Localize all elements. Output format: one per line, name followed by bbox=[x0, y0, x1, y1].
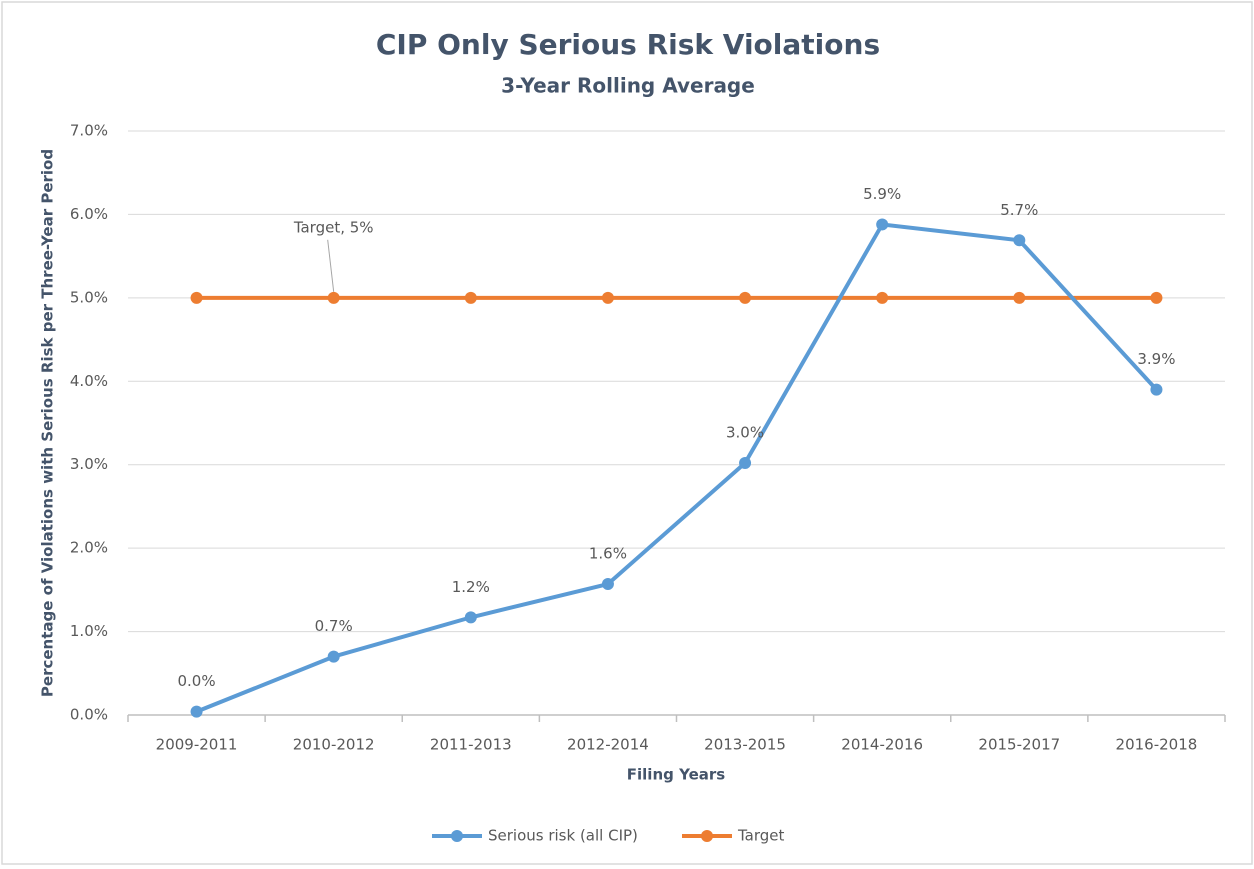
data-label: 3.0% bbox=[726, 424, 764, 442]
x-tick-label: 2014-2016 bbox=[841, 736, 923, 754]
data-label: 5.7% bbox=[1000, 201, 1038, 219]
data-point bbox=[1013, 234, 1026, 247]
x-tick-label: 2011-2013 bbox=[430, 736, 512, 754]
data-point bbox=[601, 291, 614, 304]
x-tick-label: 2009-2011 bbox=[156, 736, 238, 754]
y-tick-label: 4.0% bbox=[70, 372, 108, 390]
data-point bbox=[327, 650, 340, 663]
data-label: 0.7% bbox=[315, 617, 353, 635]
data-point bbox=[464, 611, 477, 624]
data-label: 3.9% bbox=[1137, 350, 1175, 368]
x-tick-label: 2015-2017 bbox=[978, 736, 1060, 754]
data-label: 1.6% bbox=[589, 545, 627, 563]
data-point bbox=[1013, 291, 1026, 304]
legend-marker bbox=[451, 830, 463, 842]
y-tick-label: 2.0% bbox=[70, 539, 108, 557]
data-point bbox=[1150, 383, 1163, 396]
data-point bbox=[1150, 291, 1163, 304]
chart-subtitle: 3-Year Rolling Average bbox=[501, 74, 755, 98]
annotation-leader bbox=[327, 239, 335, 292]
data-label: 0.0% bbox=[178, 672, 216, 690]
legend-marker bbox=[701, 830, 713, 842]
data-point bbox=[327, 291, 340, 304]
y-tick-label: 3.0% bbox=[70, 455, 108, 473]
y-tick-label: 6.0% bbox=[70, 205, 108, 223]
data-point bbox=[739, 457, 752, 470]
y-axis-title: Percentage of Violations with Serious Ri… bbox=[39, 149, 57, 697]
y-tick-label: 0.0% bbox=[70, 706, 108, 724]
data-label: 5.9% bbox=[863, 185, 901, 203]
data-point bbox=[190, 291, 203, 304]
x-axis-title: Filing Years bbox=[627, 766, 725, 784]
data-point bbox=[601, 578, 614, 591]
data-point bbox=[464, 291, 477, 304]
series-line bbox=[195, 222, 1158, 714]
legend-label: Target bbox=[737, 827, 785, 845]
y-tick-label: 5.0% bbox=[70, 288, 108, 306]
annotation: Target, 5% bbox=[293, 218, 374, 236]
data-point bbox=[739, 291, 752, 304]
y-tick-label: 7.0% bbox=[70, 122, 108, 140]
y-tick-label: 1.0% bbox=[70, 622, 108, 640]
data-label: 1.2% bbox=[452, 578, 490, 596]
data-point bbox=[190, 705, 203, 718]
x-tick-label: 2013-2015 bbox=[704, 736, 786, 754]
data-point bbox=[876, 291, 889, 304]
data-point bbox=[876, 218, 889, 231]
x-tick-label: 2012-2014 bbox=[567, 736, 649, 754]
x-tick-label: 2010-2012 bbox=[293, 736, 375, 754]
chart-title: CIP Only Serious Risk Violations bbox=[376, 28, 880, 61]
legend-label: Serious risk (all CIP) bbox=[488, 827, 638, 845]
x-tick-label: 2016-2018 bbox=[1116, 736, 1198, 754]
